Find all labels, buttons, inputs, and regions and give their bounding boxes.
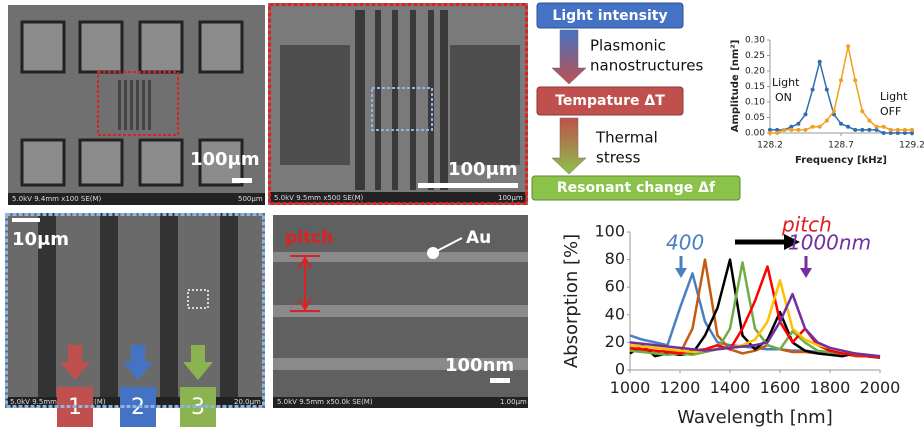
x-tick-label: 1000 <box>610 378 651 397</box>
data-point <box>804 112 808 116</box>
sem-info-scale: 100μm <box>498 194 523 202</box>
series-line <box>630 273 880 356</box>
data-point <box>839 122 843 126</box>
figure: 100μm 5.0kV 9.4mm x100 SE(M) 500μm 100μm… <box>0 0 924 433</box>
data-point <box>804 128 808 132</box>
annotation: ON <box>775 91 792 104</box>
flow-transition: Thermal <box>595 129 658 147</box>
annotation: 1000nm <box>788 231 871 255</box>
y-tick-label: 0.15 <box>745 82 765 92</box>
y-tick-label: 100 <box>594 222 625 241</box>
y-axis-label: Amplitude [nm²] <box>730 40 741 133</box>
data-point <box>882 125 886 129</box>
sem-info-scale: 20.0μm <box>234 398 261 406</box>
sem-info-scale: 1.00μm <box>500 398 527 406</box>
data-point <box>796 128 800 132</box>
data-point <box>853 128 857 132</box>
y-tick-label: 0 <box>615 360 625 379</box>
data-point <box>889 128 893 132</box>
sem-nano: pitch Au 100nm 5.0kV 9.5mm x50.0k SE(M) … <box>273 215 528 408</box>
data-point <box>853 78 857 82</box>
flow-step: Resonant change Δf <box>557 180 716 196</box>
data-point <box>789 128 793 132</box>
y-tick-label: 0.25 <box>745 51 765 61</box>
sem-info: 5.0kV 9.5mm x50.0k SE(M) <box>277 398 373 406</box>
scale-bar-label: 100μm <box>448 159 518 180</box>
data-point <box>846 125 850 129</box>
flow-diagram: Light intensity Plasmonic nanostructures… <box>532 3 740 200</box>
sem-info: 5.0kV 9.4mm x100 SE(M) <box>12 195 102 203</box>
data-point <box>768 131 772 135</box>
data-point <box>818 60 822 64</box>
sem-strips: 10μm 5.0kV 9.5mm x5.00k SE(M) 20.0μm 1 2… <box>5 213 265 427</box>
flow-transition: Plasmonic <box>590 37 666 55</box>
annotation: OFF <box>880 105 901 118</box>
data-point <box>875 125 879 129</box>
y-tick-label: 0.30 <box>745 36 765 46</box>
y-axis-label: Absorption [%] <box>561 234 582 368</box>
y-tick-label: 0.20 <box>745 67 765 77</box>
annotation: 400 <box>666 231 704 255</box>
data-point <box>867 119 871 123</box>
pitch-label: pitch <box>285 228 333 248</box>
x-tick-label: 2000 <box>860 378 901 397</box>
material-label: Au <box>466 228 491 248</box>
x-tick-label: 1400 <box>710 378 751 397</box>
data-point <box>896 128 900 132</box>
y-tick-label: 40 <box>605 304 625 323</box>
x-tick-label: 1600 <box>760 378 801 397</box>
scale-bar-label: 100μm <box>190 149 260 170</box>
flow-step: Tempature ΔT <box>555 93 665 109</box>
scale-bar-label: 100nm <box>445 355 514 376</box>
x-tick-label: 1200 <box>660 378 701 397</box>
sem-info: 5.0kV 9.5mm x500 SE(M) <box>274 194 364 202</box>
data-point <box>825 119 829 123</box>
data-point <box>839 78 843 82</box>
x-tick-label: 128.7 <box>828 141 854 151</box>
data-point <box>796 122 800 126</box>
y-tick-label: 20 <box>605 332 625 351</box>
data-point <box>782 128 786 132</box>
data-point <box>860 128 864 132</box>
data-point <box>867 128 871 132</box>
y-tick-label: 0.00 <box>745 129 765 139</box>
data-point <box>811 88 815 92</box>
x-tick-label: 129.2 <box>899 141 924 151</box>
annotation: Light <box>772 76 800 89</box>
y-tick-label: 0.05 <box>745 113 765 123</box>
data-point <box>825 88 829 92</box>
y-tick-label: 0.10 <box>745 98 765 108</box>
x-tick-label: 128.2 <box>757 141 783 151</box>
data-point <box>818 125 822 129</box>
annotation: Light <box>880 90 908 103</box>
y-tick-label: 80 <box>605 249 625 268</box>
flow-transition: nanostructures <box>590 57 703 75</box>
data-point <box>882 131 886 135</box>
x-tick-label: 1800 <box>810 378 851 397</box>
data-point <box>903 128 907 132</box>
data-point <box>775 131 779 135</box>
flow-transition: stress <box>596 149 641 167</box>
data-point <box>860 109 864 113</box>
x-axis-label: Wavelength [nm] <box>677 407 833 428</box>
flow-step: Light intensity <box>552 8 667 24</box>
data-point <box>811 125 815 129</box>
data-point <box>846 44 850 48</box>
sem-overview: 100μm 5.0kV 9.4mm x100 SE(M) 500μm <box>8 5 265 205</box>
data-point <box>832 109 836 113</box>
data-point <box>910 128 914 132</box>
y-tick-label: 60 <box>605 277 625 296</box>
scale-bar-label: 10μm <box>12 229 69 250</box>
x-axis-label: Frequency [kHz] <box>795 155 887 166</box>
sem-info-scale: 500μm <box>238 195 263 203</box>
sem-zoom: 100μm 5.0kV 9.5mm x500 SE(M) 100μm <box>268 3 528 205</box>
